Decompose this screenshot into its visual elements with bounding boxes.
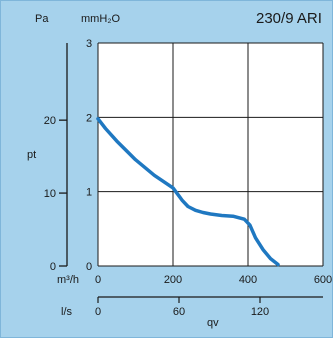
x-tick-label-3: 600: [314, 274, 332, 286]
plot-area: [98, 43, 323, 266]
ls-tick-label-0: 0: [95, 306, 101, 318]
pa-tick-label-0: 0: [50, 261, 56, 273]
x-axis-label: qv: [207, 317, 219, 329]
ls-tick-label-1: 60: [173, 306, 185, 318]
unit-mmh2o-label: mmH₂O: [81, 13, 121, 25]
y-tick-label-0: 0: [86, 261, 92, 273]
x-tick-label-2: 400: [239, 274, 257, 286]
grid-lines: [97, 42, 324, 267]
series-line: [96, 117, 280, 267]
pa-axis-ticks: 0 10 20: [44, 115, 67, 273]
chart-title: 230/9 ARI: [256, 10, 322, 27]
x-tick-label-0: 0: [95, 274, 101, 286]
unit-pa-label: Pa: [35, 13, 49, 25]
y-tick-label-1: 1: [86, 187, 92, 199]
pa-tick-label-1: 10: [44, 188, 56, 200]
y-axis-label: pt: [27, 149, 36, 161]
ls-axis-ticks: 0 60 120: [95, 297, 269, 318]
y-tick-label-2: 2: [86, 112, 92, 124]
pa-tick-label-2: 20: [44, 115, 56, 127]
unit-m3h-label: m³/h: [57, 274, 79, 286]
ls-tick-label-2: 120: [251, 306, 269, 318]
x-axis-ticks: 0 200 400 600: [95, 274, 332, 286]
y-axis-ticks: 0 1 2 3: [86, 38, 92, 273]
unit-ls-label: l/s: [61, 306, 73, 318]
x-tick-label-1: 200: [164, 274, 182, 286]
y-tick-label-3: 3: [86, 38, 92, 50]
